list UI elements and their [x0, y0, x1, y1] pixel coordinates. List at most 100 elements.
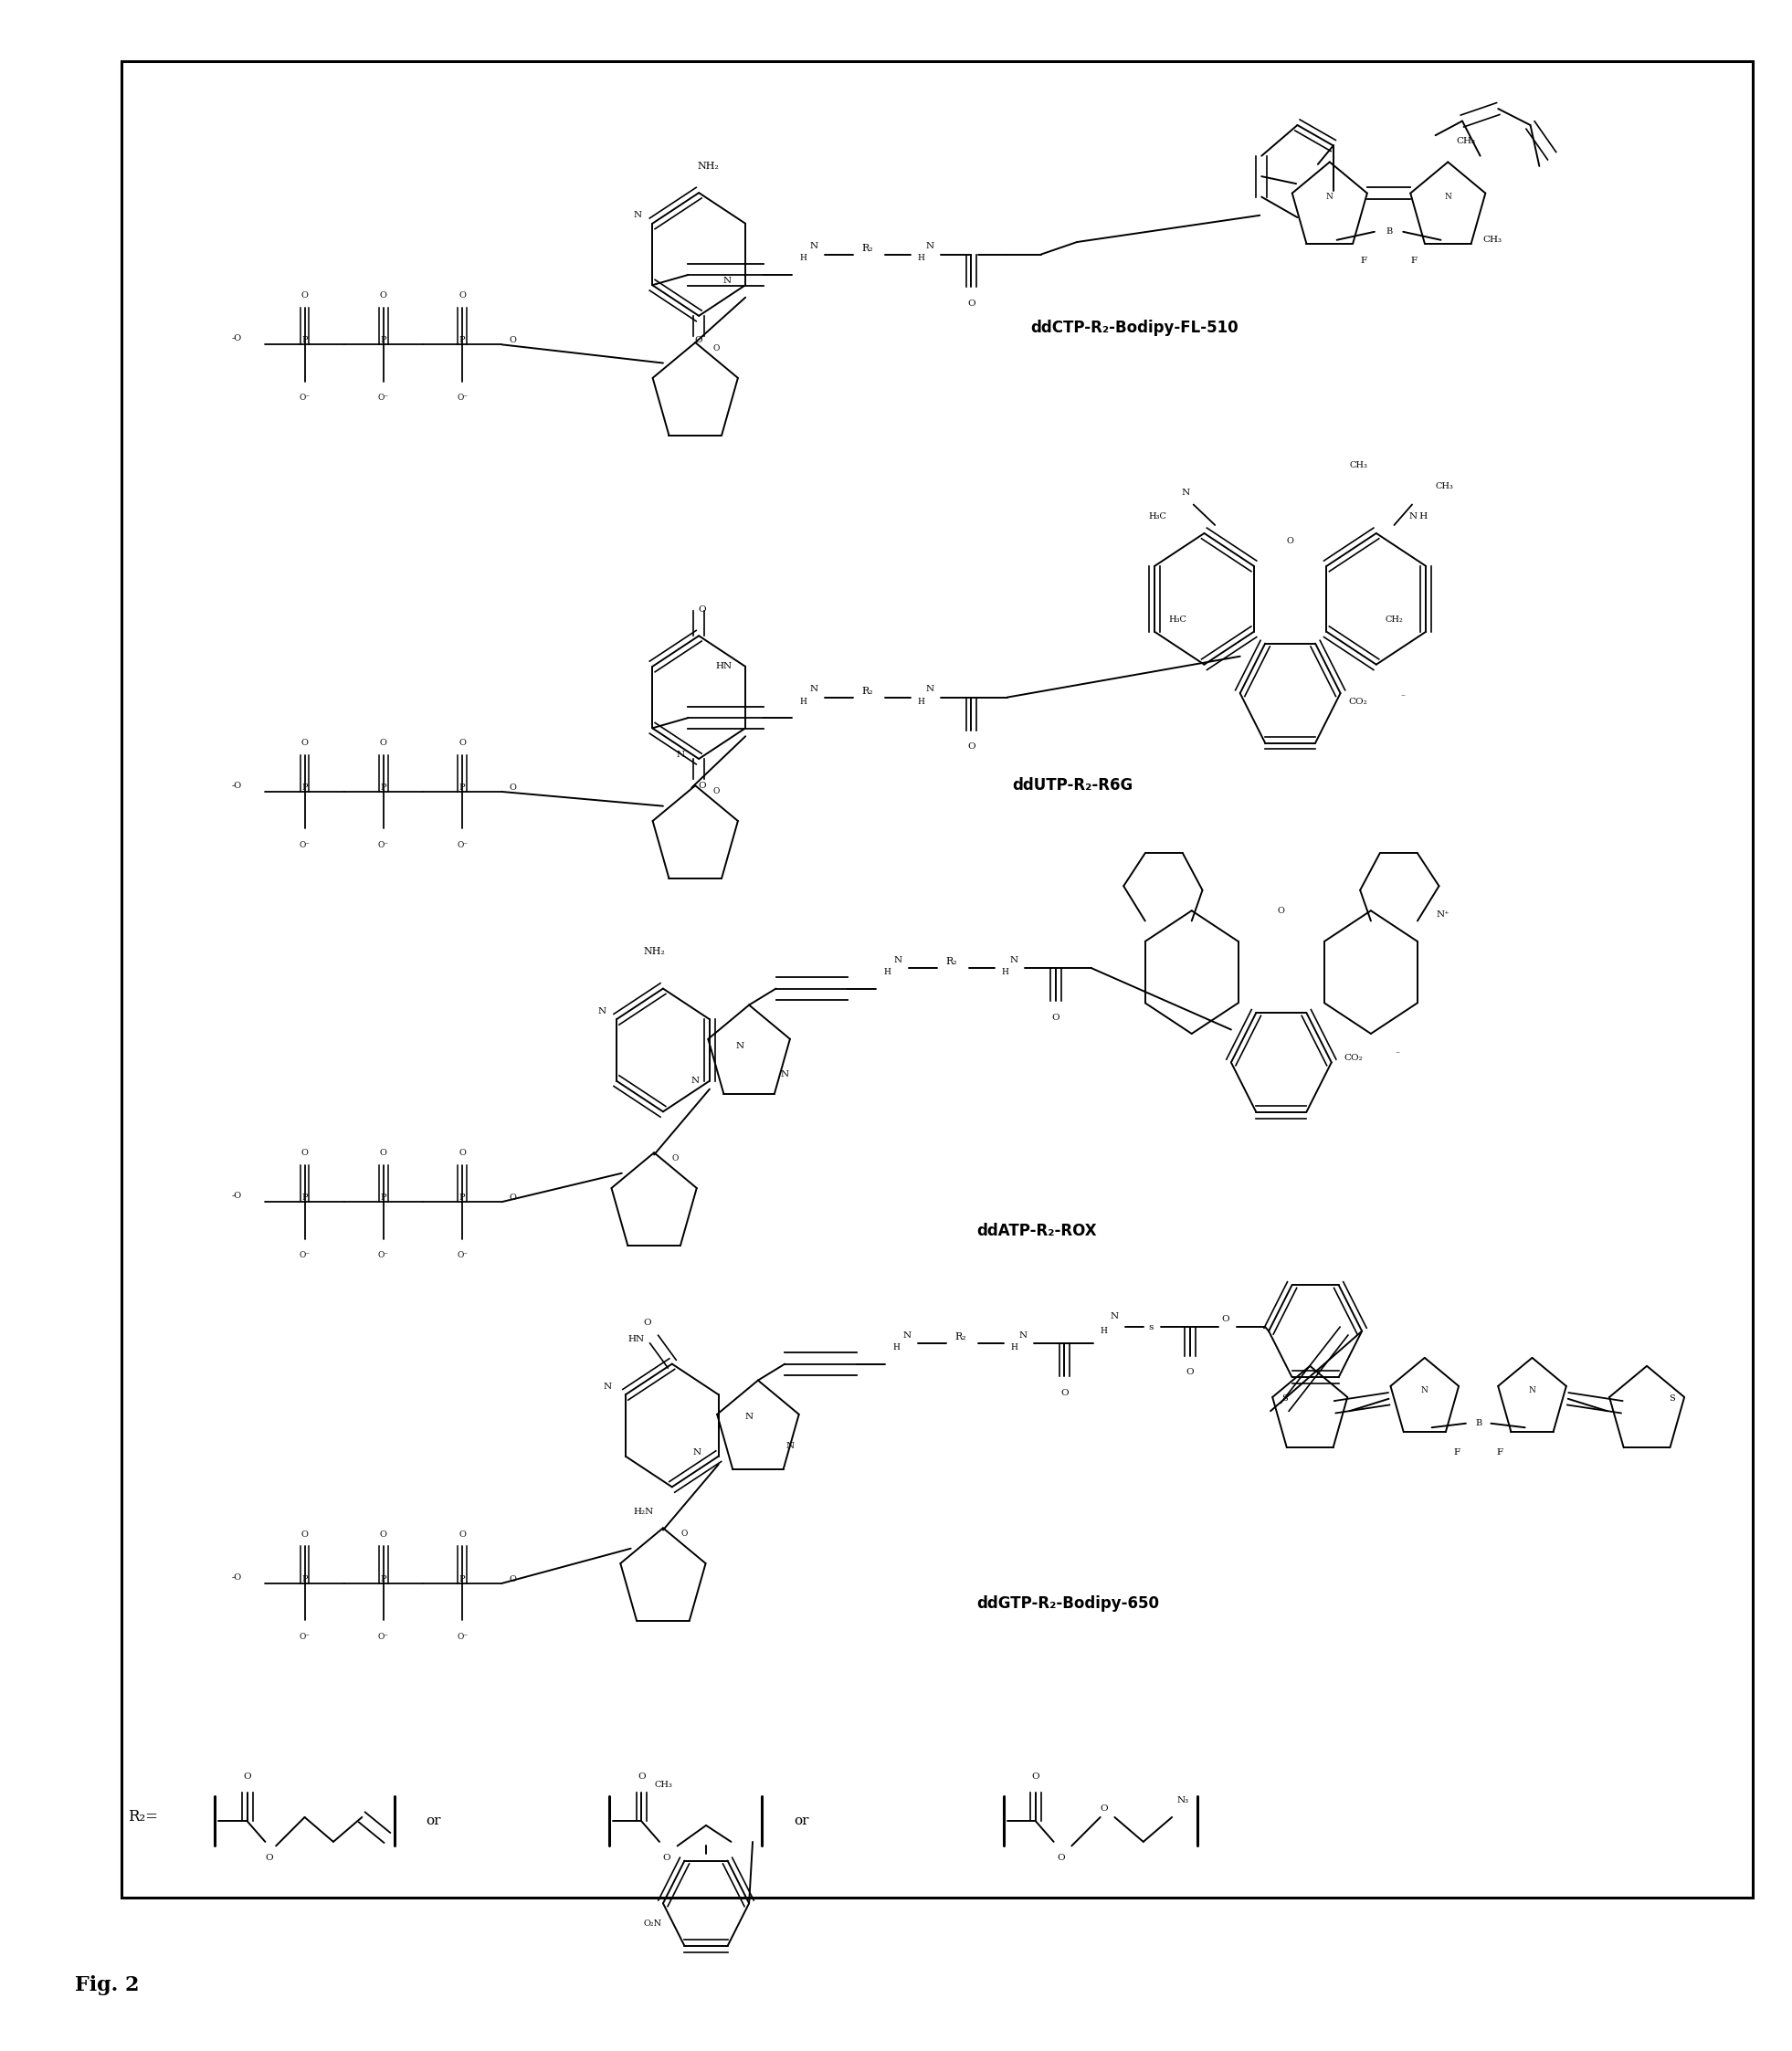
- Text: O: O: [968, 742, 975, 751]
- Text: N: N: [781, 1071, 788, 1079]
- Text: H: H: [918, 697, 925, 706]
- Text: O: O: [1278, 907, 1285, 915]
- Text: N: N: [810, 685, 817, 693]
- Text: H₃C: H₃C: [1149, 513, 1167, 521]
- Text: O: O: [672, 1155, 679, 1163]
- Text: -O: -O: [231, 1573, 242, 1581]
- Text: CH₃: CH₃: [654, 1780, 672, 1788]
- Text: NH₂: NH₂: [697, 162, 719, 170]
- Text: R₂: R₂: [946, 958, 957, 966]
- Text: O: O: [509, 1194, 516, 1202]
- Text: H₃C: H₃C: [1168, 615, 1186, 624]
- Text: CO₂: CO₂: [1344, 1054, 1362, 1062]
- Text: N: N: [1529, 1386, 1536, 1395]
- Text: s: s: [1149, 1323, 1152, 1331]
- Text: N: N: [810, 242, 817, 250]
- Text: O: O: [663, 1854, 670, 1862]
- Text: O: O: [1186, 1368, 1193, 1376]
- Text: N: N: [1326, 193, 1333, 201]
- Text: O⁻: O⁻: [378, 1633, 389, 1641]
- Text: P: P: [301, 1194, 308, 1202]
- Text: Fig. 2: Fig. 2: [75, 1975, 140, 1996]
- Text: -O: -O: [231, 1192, 242, 1200]
- Text: O: O: [509, 336, 516, 345]
- Text: CO₂: CO₂: [1349, 697, 1367, 706]
- Text: N: N: [1444, 193, 1452, 201]
- Text: or: or: [794, 1815, 808, 1827]
- Text: O: O: [699, 605, 706, 613]
- Text: H: H: [799, 697, 806, 706]
- Text: O⁻: O⁻: [299, 841, 310, 849]
- Text: R₂: R₂: [862, 687, 873, 695]
- Text: O⁻: O⁻: [457, 1251, 468, 1259]
- Text: P: P: [380, 336, 387, 345]
- Text: CH₃: CH₃: [1457, 137, 1475, 146]
- Text: O: O: [643, 1319, 650, 1327]
- Text: H: H: [892, 1343, 900, 1352]
- Text: O: O: [638, 1772, 645, 1780]
- Text: N: N: [926, 685, 934, 693]
- Text: -O: -O: [231, 334, 242, 343]
- FancyBboxPatch shape: [122, 62, 1753, 1897]
- Text: CH₂: CH₂: [1385, 615, 1403, 624]
- Text: P: P: [301, 336, 308, 345]
- Text: O⁻: O⁻: [378, 394, 389, 402]
- Text: CH₃: CH₃: [1349, 461, 1367, 470]
- Text: O: O: [1222, 1315, 1229, 1323]
- Text: R₂: R₂: [955, 1333, 966, 1341]
- Text: N: N: [604, 1382, 611, 1391]
- Text: HN: HN: [627, 1335, 645, 1343]
- Text: O: O: [1052, 1013, 1059, 1021]
- Text: ddCTP-R₂-Bodipy-FL-510: ddCTP-R₂-Bodipy-FL-510: [1030, 320, 1238, 336]
- Text: ddATP-R₂-ROX: ddATP-R₂-ROX: [977, 1222, 1097, 1239]
- Text: N: N: [694, 1448, 701, 1456]
- Text: O: O: [699, 781, 706, 790]
- Text: O: O: [681, 1530, 688, 1538]
- Text: NH₂: NH₂: [643, 948, 665, 956]
- Text: H: H: [799, 254, 806, 263]
- Text: P: P: [380, 783, 387, 792]
- Text: F: F: [1360, 256, 1367, 265]
- Text: O: O: [459, 1149, 466, 1157]
- Text: N: N: [1421, 1386, 1428, 1395]
- Text: N: N: [692, 1077, 699, 1085]
- Text: O: O: [1061, 1389, 1068, 1397]
- Text: F: F: [1410, 256, 1417, 265]
- Text: O: O: [380, 1149, 387, 1157]
- Text: HN: HN: [715, 662, 733, 671]
- Text: O: O: [459, 1530, 466, 1538]
- Text: F: F: [1453, 1448, 1460, 1456]
- Text: ddGTP-R₂-Bodipy-650: ddGTP-R₂-Bodipy-650: [977, 1596, 1159, 1612]
- Text: O: O: [459, 291, 466, 299]
- Text: O: O: [1287, 537, 1294, 546]
- Text: O⁻: O⁻: [378, 1251, 389, 1259]
- Text: or: or: [426, 1815, 441, 1827]
- Text: -O: -O: [231, 781, 242, 790]
- Text: O: O: [301, 738, 308, 747]
- Text: N: N: [894, 956, 901, 964]
- Text: P: P: [459, 1575, 466, 1583]
- Text: CH₃: CH₃: [1435, 482, 1453, 490]
- Text: H: H: [883, 968, 891, 976]
- Text: O: O: [380, 1530, 387, 1538]
- Text: B: B: [1475, 1419, 1482, 1427]
- Text: ⁻: ⁻: [1396, 1050, 1400, 1058]
- Text: O: O: [301, 291, 308, 299]
- Text: O⁻: O⁻: [457, 841, 468, 849]
- Text: ⁻: ⁻: [1401, 693, 1405, 701]
- Text: CH₃: CH₃: [1484, 236, 1502, 244]
- Text: O: O: [301, 1149, 308, 1157]
- Text: N: N: [634, 211, 642, 219]
- Text: O: O: [380, 738, 387, 747]
- Text: P: P: [459, 783, 466, 792]
- Text: O₂N: O₂N: [643, 1920, 661, 1928]
- Text: O: O: [509, 1575, 516, 1583]
- Text: N: N: [1011, 956, 1018, 964]
- Text: N: N: [724, 277, 731, 285]
- Text: R₂=: R₂=: [127, 1809, 158, 1825]
- Text: O: O: [1032, 1772, 1039, 1780]
- Text: O: O: [968, 299, 975, 308]
- Text: O⁻: O⁻: [299, 1633, 310, 1641]
- Text: N: N: [1181, 488, 1192, 496]
- Text: N: N: [599, 1007, 606, 1015]
